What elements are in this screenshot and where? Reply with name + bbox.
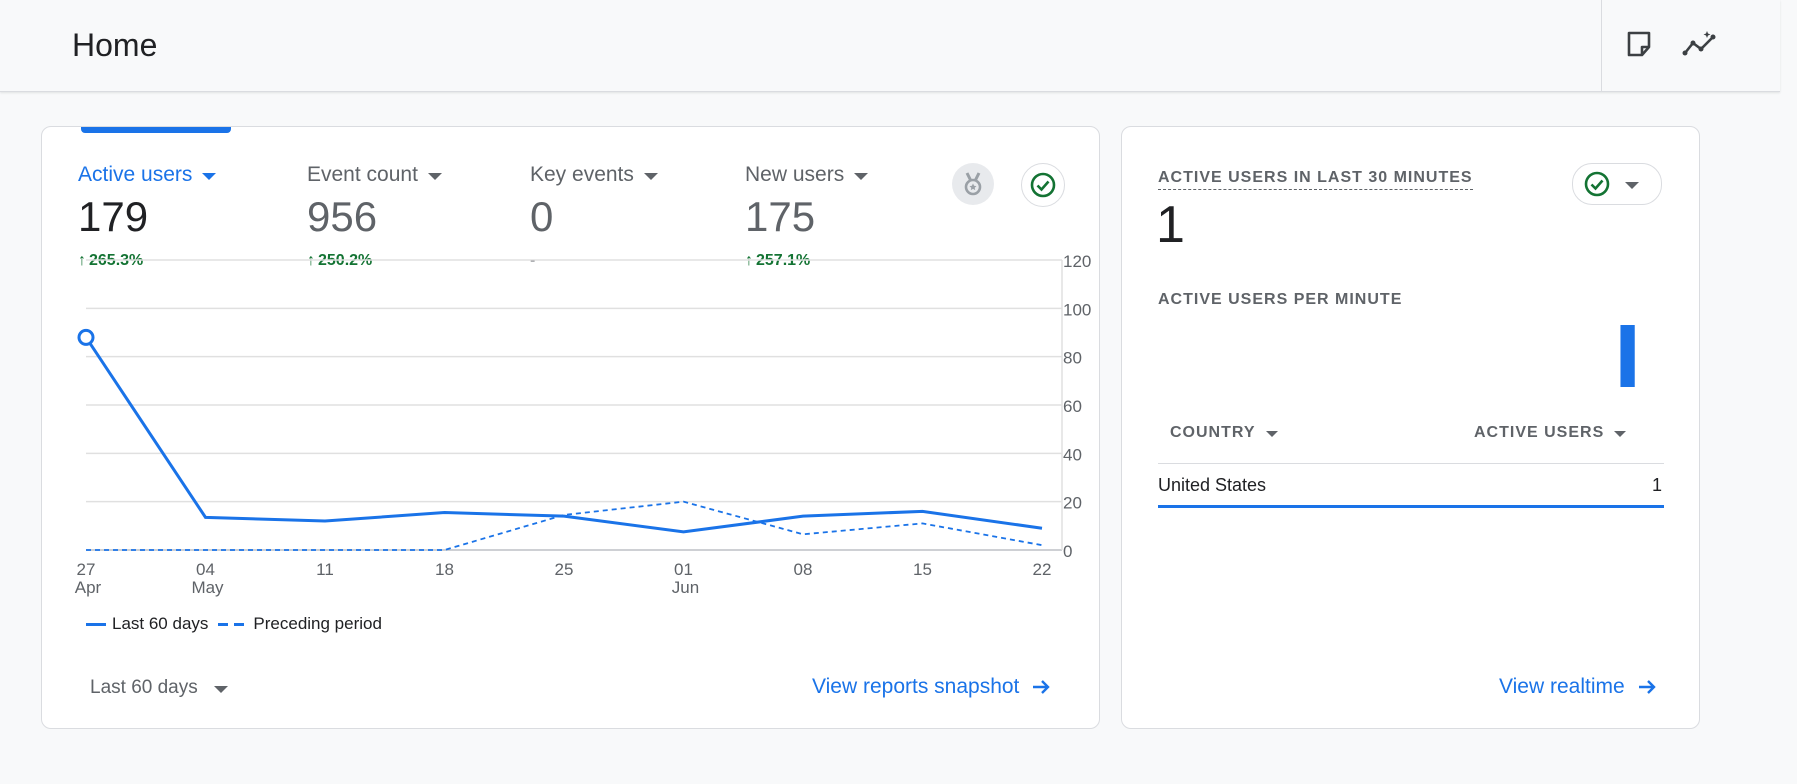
data-point: [77, 328, 95, 346]
y-tick-label: 100: [1063, 300, 1091, 319]
metric-value: 179: [78, 193, 149, 240]
table-cell-users: 1: [1652, 475, 1663, 495]
y-tick-label: 20: [1063, 494, 1082, 513]
arrow-right-icon: [1638, 680, 1656, 694]
x-tick-month-label: Apr: [75, 578, 102, 597]
per-minute-bar-chart: [1620, 325, 1635, 387]
legend-label: Last 60 days: [112, 614, 209, 633]
overview-card: Active users 179 ↑ 265.3% Event count 956…: [41, 126, 1100, 729]
metric-label: Active users: [78, 163, 193, 186]
realtime-value: 1: [1156, 196, 1185, 254]
metric-value: 0: [530, 193, 554, 240]
page-title: Home: [72, 27, 158, 63]
chevron-down-icon: [427, 172, 442, 180]
medal-icon[interactable]: [952, 163, 994, 205]
per-minute-label: ACTIVE USERS PER MINUTE: [1158, 291, 1403, 308]
legend-item-current: Last 60 days: [86, 614, 208, 634]
y-tick-label: 40: [1063, 445, 1082, 464]
x-tick-month-label: Jun: [672, 578, 699, 597]
metric-label: Event count: [307, 163, 418, 186]
x-tick-label: 11: [316, 560, 334, 579]
chevron-down-icon: [213, 685, 228, 693]
view-realtime-link[interactable]: View realtime: [1499, 675, 1657, 699]
per-minute-bar: [1620, 325, 1635, 387]
insights-icon[interactable]: [1680, 24, 1720, 64]
legend-swatch-dashed: [218, 622, 245, 626]
y-tick-label: 80: [1063, 349, 1082, 368]
date-range-value: Last 60 days: [90, 677, 198, 698]
x-tick-month-label: May: [191, 578, 224, 597]
y-tick-label: 60: [1063, 397, 1082, 416]
table-divider: [1158, 463, 1664, 464]
realtime-status-dropdown[interactable]: [1572, 163, 1662, 205]
share-bar: [1158, 505, 1664, 508]
legend-item-previous: Preceding period: [218, 614, 382, 634]
series-line-preceding-period: [86, 500, 1043, 551]
x-tick-label: 15: [913, 560, 932, 579]
chevron-down-icon: [1625, 181, 1639, 189]
x-tick-label: 18: [435, 560, 454, 579]
check-circle-icon: [1584, 171, 1610, 197]
top-bar: Home: [0, 0, 1780, 92]
metric-label-wrap: Event count: [307, 163, 442, 187]
metric-active-users[interactable]: Active users 179 ↑ 265.3%: [78, 163, 217, 270]
column-header-label: COUNTRY: [1170, 424, 1256, 441]
chevron-down-icon: [1265, 431, 1278, 437]
legend-label: Preceding period: [253, 614, 382, 633]
link-label: View reports snapshot: [812, 675, 1020, 698]
metric-label-wrap: Active users: [78, 163, 217, 187]
metric-new-users[interactable]: New users 175 ↑257.1%: [745, 163, 869, 270]
metric-label: Key events: [530, 163, 634, 186]
x-tick-label: 25: [555, 560, 574, 579]
metric-value: 956: [307, 193, 378, 240]
view-reports-snapshot-link[interactable]: View reports snapshot: [812, 675, 1051, 699]
table-cell-country: United States: [1158, 475, 1267, 495]
series-line-last-60-days: [84, 336, 1043, 534]
column-header-active-users[interactable]: ACTIVE USERS: [1474, 424, 1627, 442]
active-tab-indicator: [81, 127, 231, 133]
legend-swatch-solid: [86, 622, 106, 626]
check-circle-icon[interactable]: [1021, 163, 1065, 207]
y-tick-label: 0: [1063, 542, 1072, 561]
chevron-down-icon: [643, 172, 658, 180]
x-tick-label: 04: [196, 560, 215, 579]
notes-icon[interactable]: [1619, 24, 1659, 64]
chevron-down-icon: [202, 172, 217, 180]
metric-value: 175: [745, 193, 816, 240]
y-tick-label: 120: [1063, 252, 1091, 271]
top-bar-divider: [1601, 0, 1602, 91]
column-header-label: ACTIVE USERS: [1474, 424, 1605, 441]
x-tick-label: 01: [674, 560, 693, 579]
x-tick-label: 08: [794, 560, 813, 579]
chevron-down-icon: [1614, 431, 1627, 437]
date-range-dropdown[interactable]: Last 60 days: [90, 677, 228, 699]
metric-label: New users: [745, 163, 845, 186]
realtime-title[interactable]: ACTIVE USERS IN LAST 30 MINUTES: [1158, 169, 1473, 190]
metric-label-wrap: New users: [745, 163, 869, 187]
chart-legend: Last 60 days Preceding period: [86, 614, 392, 634]
arrow-right-icon: [1033, 680, 1051, 694]
x-tick-label: 27: [77, 560, 96, 579]
realtime-card: ACTIVE USERS IN LAST 30 MINUTES 1 ACTIVE…: [1121, 126, 1700, 729]
link-label: View realtime: [1499, 675, 1625, 698]
column-header-country[interactable]: COUNTRY: [1170, 424, 1278, 442]
x-tick-label: 22: [1033, 560, 1052, 579]
metric-label-wrap: Key events: [530, 163, 658, 187]
arrow-up-icon: ↑: [78, 252, 86, 269]
chevron-down-icon: [854, 172, 869, 180]
